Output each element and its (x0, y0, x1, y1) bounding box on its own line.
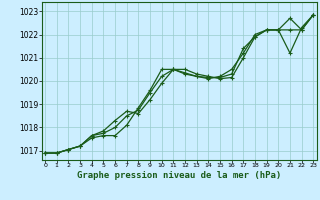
X-axis label: Graphe pression niveau de la mer (hPa): Graphe pression niveau de la mer (hPa) (77, 171, 281, 180)
